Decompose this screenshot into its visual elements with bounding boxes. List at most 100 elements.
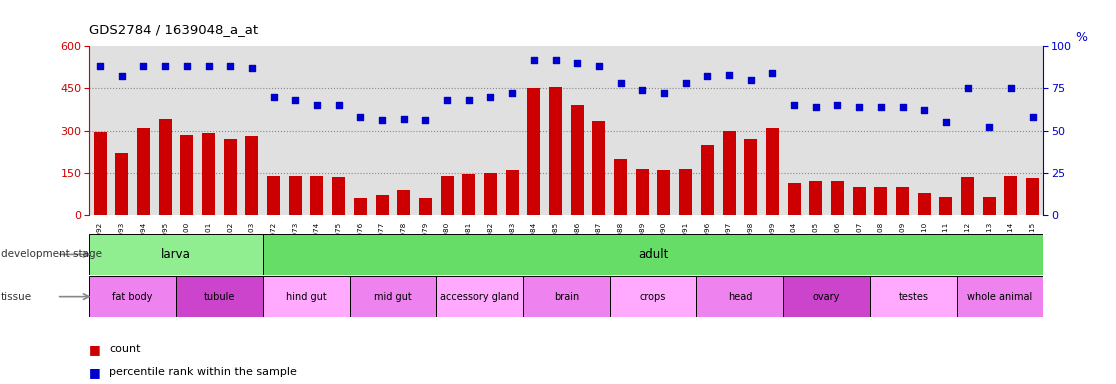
Point	[395, 116, 413, 122]
Bar	[1026, 179, 1039, 215]
Text: tubule: tubule	[204, 291, 235, 302]
Text: tissue: tissue	[1, 291, 32, 302]
Bar	[289, 175, 301, 215]
Text: accessory gland: accessory gland	[440, 291, 519, 302]
Text: adult: adult	[638, 248, 668, 261]
Text: ovary: ovary	[812, 291, 840, 302]
Bar	[267, 175, 280, 215]
Text: hind gut: hind gut	[286, 291, 327, 302]
Bar	[354, 198, 367, 215]
Point	[634, 87, 652, 93]
Point	[177, 63, 195, 70]
Text: development stage: development stage	[1, 249, 103, 260]
Point	[568, 60, 586, 66]
Bar	[896, 187, 910, 215]
Bar	[701, 145, 714, 215]
Point	[1002, 85, 1020, 91]
Bar	[766, 128, 779, 215]
Point	[547, 56, 565, 63]
Bar	[956, 276, 1043, 317]
Point	[828, 102, 846, 108]
Bar	[549, 87, 562, 215]
Bar	[1004, 175, 1018, 215]
Bar	[853, 187, 866, 215]
Point	[959, 85, 976, 91]
Text: testes: testes	[898, 291, 929, 302]
Bar	[462, 174, 475, 215]
Bar	[89, 276, 176, 317]
Point	[676, 80, 694, 86]
Point	[416, 118, 434, 124]
Point	[243, 65, 261, 71]
Text: count: count	[109, 344, 141, 354]
Text: ■: ■	[89, 366, 102, 379]
Text: fat body: fat body	[113, 291, 153, 302]
Point	[980, 124, 998, 130]
Bar	[115, 153, 128, 215]
Point	[872, 104, 889, 110]
Bar	[94, 132, 107, 215]
Point	[373, 118, 391, 124]
Bar	[593, 121, 605, 215]
Bar	[783, 276, 870, 317]
Bar	[262, 276, 349, 317]
Point	[264, 94, 282, 100]
Point	[156, 63, 174, 70]
Point	[590, 63, 608, 70]
Point	[221, 63, 239, 70]
Bar	[523, 276, 609, 317]
Bar	[528, 88, 540, 215]
Bar	[940, 197, 952, 215]
Point	[308, 102, 326, 108]
Bar	[614, 159, 627, 215]
Point	[699, 73, 716, 79]
Point	[742, 77, 760, 83]
Bar	[181, 135, 193, 215]
Point	[937, 119, 955, 125]
Bar	[874, 187, 887, 215]
Bar	[609, 276, 696, 317]
Text: percentile rank within the sample: percentile rank within the sample	[109, 367, 297, 377]
Point	[503, 90, 521, 96]
Bar	[158, 119, 172, 215]
Point	[850, 104, 868, 110]
Bar	[310, 175, 324, 215]
Bar	[441, 175, 453, 215]
Point	[525, 56, 542, 63]
Bar	[744, 139, 758, 215]
Point	[1023, 114, 1041, 120]
Bar	[983, 197, 995, 215]
Bar	[223, 139, 237, 215]
Point	[135, 63, 153, 70]
Y-axis label: %: %	[1076, 31, 1088, 45]
Point	[439, 97, 456, 103]
Point	[807, 104, 825, 110]
Bar	[375, 195, 388, 215]
Bar	[202, 133, 215, 215]
Point	[200, 63, 218, 70]
Bar	[89, 234, 262, 275]
Point	[92, 63, 109, 70]
Bar	[176, 276, 262, 317]
Text: mid gut: mid gut	[374, 291, 412, 302]
Text: GDS2784 / 1639048_a_at: GDS2784 / 1639048_a_at	[89, 23, 259, 36]
Bar	[809, 181, 822, 215]
Bar	[636, 169, 648, 215]
Point	[113, 73, 131, 79]
Point	[894, 104, 912, 110]
Point	[915, 107, 933, 113]
Bar	[570, 105, 584, 215]
Point	[329, 102, 347, 108]
Point	[481, 94, 499, 100]
Point	[460, 97, 478, 103]
Bar	[680, 169, 692, 215]
Text: head: head	[728, 291, 752, 302]
Text: whole animal: whole animal	[968, 291, 1032, 302]
Bar	[418, 198, 432, 215]
Bar	[961, 177, 974, 215]
Bar	[246, 136, 259, 215]
Bar	[831, 181, 844, 215]
Bar	[696, 276, 783, 317]
Bar	[657, 170, 671, 215]
Point	[287, 97, 305, 103]
